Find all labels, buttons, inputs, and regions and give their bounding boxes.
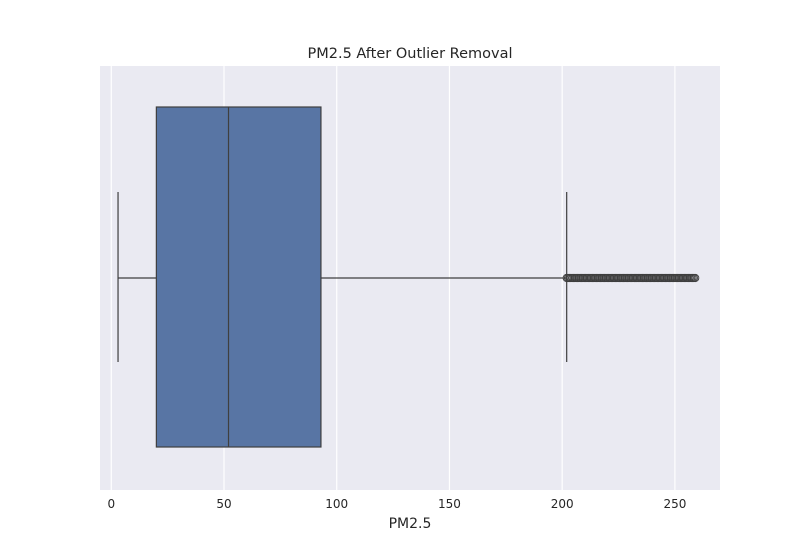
- x-tick-label-0: 0: [107, 497, 115, 511]
- x-tick-label-250: 250: [663, 497, 686, 511]
- box-plot-marks: [117, 106, 700, 448]
- x-tick-label-50: 50: [216, 497, 231, 511]
- iqr-box: [155, 106, 322, 448]
- chart-title: PM2.5 After Outlier Removal: [307, 46, 512, 62]
- x-tick-label-100: 100: [325, 497, 348, 511]
- x-axis-title: PM2.5: [389, 516, 432, 532]
- x-tick-label-150: 150: [438, 497, 461, 511]
- x-tick-labels: 0 50 100 150 200 250: [107, 497, 686, 511]
- x-tick-label-200: 200: [551, 497, 574, 511]
- outlier-point: [691, 273, 700, 283]
